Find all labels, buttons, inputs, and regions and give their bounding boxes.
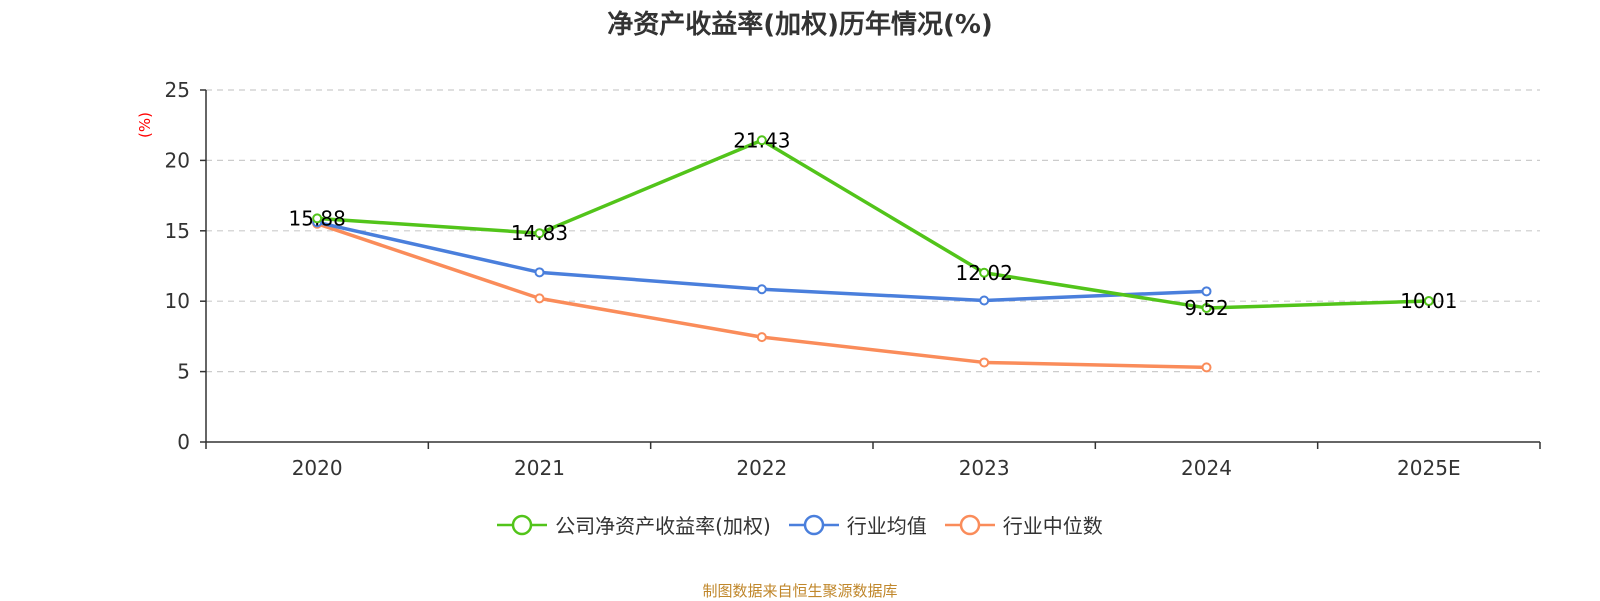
y-tick-label: 25 [165, 78, 190, 102]
x-tick-label: 2025E [1397, 456, 1461, 480]
x-tick-label: 2022 [736, 456, 787, 480]
data-point [756, 284, 767, 295]
data-label: 15.88 [289, 206, 346, 230]
data-label: 12.02 [956, 261, 1013, 285]
data-point [312, 213, 323, 224]
data-point [979, 357, 990, 368]
y-tick-label: 5 [177, 360, 190, 384]
x-tick-label: 2021 [514, 456, 565, 480]
legend-marker-icon [788, 514, 839, 535]
y-tick-label: 0 [177, 430, 190, 454]
data-label: 10.01 [1400, 289, 1457, 313]
axes: 0 5 10 15 20 25 2020 2021 2022 2023 2024 2025E (%) [136, 78, 1541, 480]
data-point [979, 295, 990, 306]
data-labels: 15.88 14.83 21.43 12.02 9.52 10.01 [289, 128, 1458, 320]
y-tick-label: 20 [165, 148, 190, 172]
x-tick-label: 2024 [1181, 456, 1232, 480]
data-label: 21.43 [733, 128, 790, 152]
x-tick-label: 2023 [959, 456, 1010, 480]
legend-label: 行业中位数 [1002, 514, 1103, 538]
grid-lines [206, 89, 1540, 373]
legend-label: 行业均值 [846, 514, 927, 538]
y-tick-label: 10 [165, 289, 190, 313]
data-point [534, 228, 545, 239]
legend-marker-icon [497, 514, 548, 535]
data-point [1201, 286, 1212, 297]
data-point [534, 293, 545, 304]
series [312, 135, 1434, 373]
data-point [756, 135, 767, 146]
chart-title: 净资产收益率(加权)历年情况(%) [607, 10, 993, 40]
legend-item[interactable]: 公司净资产收益率(加权) [497, 510, 771, 539]
x-tick-label: 2020 [292, 456, 343, 480]
source-footer: 制图数据来自恒生聚源数据库 [702, 582, 898, 600]
data-point [534, 267, 545, 278]
data-label: 9.52 [1184, 296, 1229, 320]
y-axis-label: (%) [136, 112, 154, 138]
legend: 公司净资产收益率(加权) 行业均值 行业中位数 [0, 510, 1600, 539]
legend-item[interactable]: 行业均值 [788, 510, 927, 539]
legend-label: 公司净资产收益率(加权) [555, 514, 771, 538]
y-tick-label: 15 [165, 219, 190, 243]
legend-marker-icon [944, 514, 995, 535]
data-point [756, 332, 767, 343]
legend-item[interactable]: 行业中位数 [944, 510, 1103, 539]
data-label: 14.83 [511, 221, 568, 245]
data-point [1201, 302, 1212, 313]
series-line [317, 138, 1429, 310]
data-point [1201, 362, 1212, 373]
data-point [1423, 296, 1434, 307]
data-point [979, 267, 990, 278]
